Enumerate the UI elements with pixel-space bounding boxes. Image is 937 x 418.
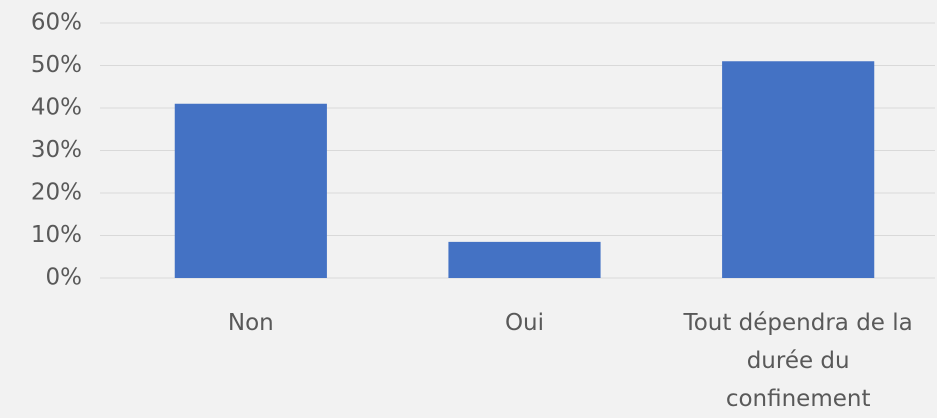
- y-tick-label: 30%: [31, 137, 82, 163]
- x-tick-label: Tout dépendra de la durée du confinement: [683, 310, 913, 412]
- y-tick-label: 40%: [31, 95, 82, 121]
- bar: [722, 61, 875, 278]
- bar: [174, 103, 327, 278]
- bar: [448, 241, 601, 278]
- y-tick-label: 50%: [31, 52, 82, 78]
- y-tick-label: 0%: [46, 265, 83, 291]
- x-tick-label: Non: [227, 310, 274, 336]
- x-tick-label: Oui: [504, 310, 545, 336]
- y-tick-label: 60%: [31, 10, 82, 36]
- y-tick-label: 20%: [31, 180, 82, 206]
- y-tick-label: 10%: [31, 222, 82, 248]
